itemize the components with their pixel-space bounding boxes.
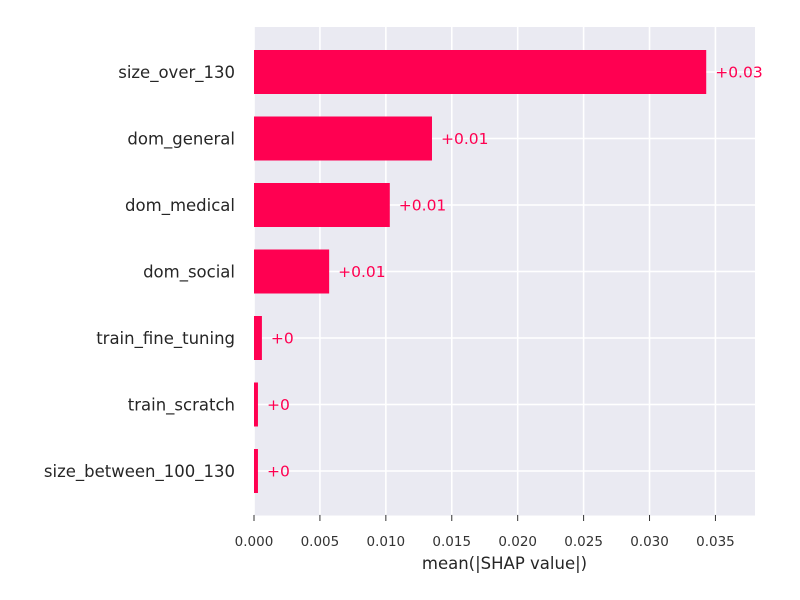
y-tick-label: train_fine_tuning [96, 329, 235, 349]
bar [254, 183, 390, 227]
x-tick-label: 0.000 [235, 534, 274, 550]
x-tick-label: 0.005 [301, 534, 340, 550]
bar [254, 316, 262, 360]
bar-value-label: +0.01 [441, 130, 489, 148]
x-tick-label: 0.035 [696, 534, 735, 550]
bar [254, 249, 330, 294]
x-tick-label: 0.020 [498, 534, 537, 550]
x-tick-label: 0.025 [564, 534, 603, 550]
x-tick-label: 0.015 [432, 534, 471, 550]
x-tick-label: 0.030 [630, 534, 669, 550]
y-tick-label: train_scratch [128, 396, 235, 416]
y-tick-labels: size_over_130 dom_general dom_medical dom_s… [44, 63, 235, 482]
bar-value-label: +0 [271, 330, 294, 348]
x-axis-ticks: 0.000 0.005 0.010 0.015 0.020 0.025 0.030 0.035 [235, 514, 755, 550]
bar-value-label: +0 [267, 463, 290, 481]
bar [254, 50, 707, 94]
y-tick-label: dom_general [127, 130, 235, 150]
value-labels: +0.03 +0.01 +0.01 +0.01 +0 +0 +0 [267, 64, 763, 481]
y-tick-label: size_over_130 [118, 63, 235, 83]
y-tick-label: size_between_100_130 [44, 462, 235, 482]
bar-value-label: +0.01 [338, 263, 386, 281]
bar [254, 449, 258, 493]
bars [254, 50, 707, 493]
bar-value-label: +0.01 [399, 197, 447, 215]
bar [254, 116, 432, 161]
y-tick-label: dom_social [143, 263, 235, 283]
bar [254, 382, 258, 427]
y-tick-label: dom_medical [125, 196, 235, 216]
x-tick-label: 0.010 [367, 534, 406, 550]
x-axis-label: mean(|SHAP value|) [422, 554, 587, 573]
bar-value-label: +0.03 [715, 64, 763, 82]
bar-value-label: +0 [267, 396, 290, 414]
